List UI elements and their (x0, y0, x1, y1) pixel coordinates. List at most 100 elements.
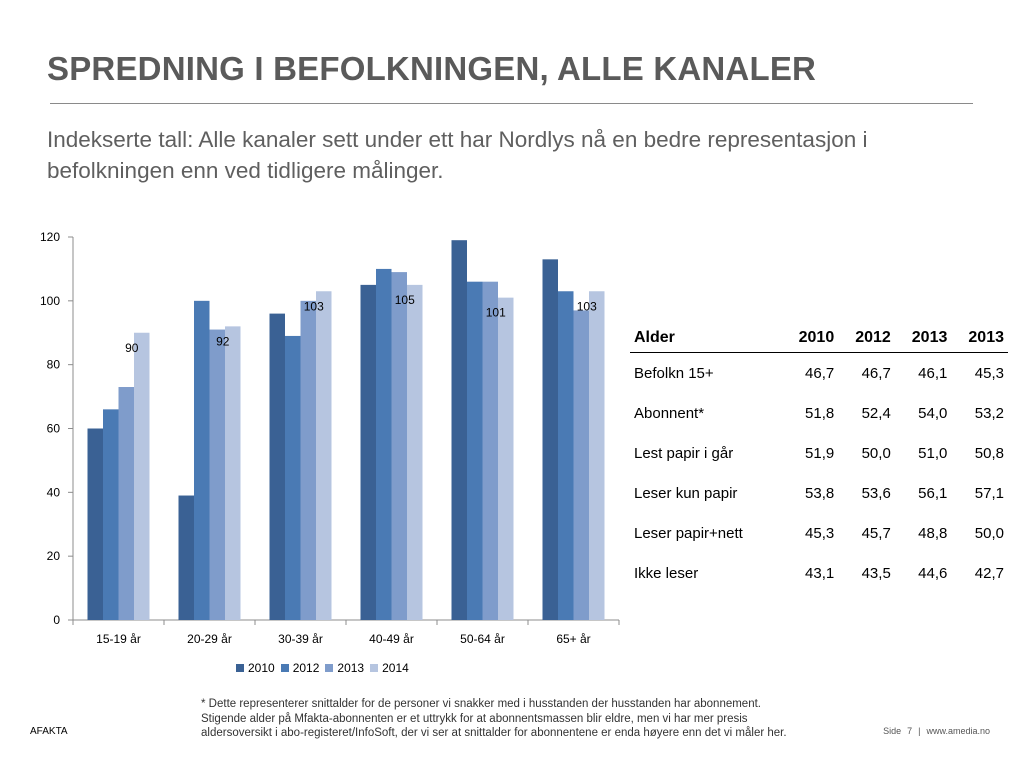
y-tick-label: 100 (40, 294, 60, 308)
page-label: Side (883, 726, 902, 736)
table-cell: 43,5 (861, 564, 891, 582)
bar (542, 259, 558, 620)
table-cell: 48,8 (918, 524, 948, 542)
legend-swatch (325, 664, 334, 672)
table-cell: 52,4 (861, 404, 891, 422)
bar (558, 291, 574, 620)
table-cell: 45,3 (974, 364, 1004, 382)
bar (391, 272, 407, 620)
y-tick-label: 60 (47, 422, 61, 436)
data-label: 90 (125, 341, 139, 355)
title-divider (50, 103, 973, 104)
x-tick-label: 65+ år (556, 632, 590, 646)
table-cell: 50,0 (974, 524, 1004, 542)
legend-swatch (370, 664, 379, 672)
column-header: 2010 (781, 324, 839, 353)
legend-label: 2013 (337, 661, 365, 675)
bar (178, 495, 194, 620)
bar (300, 300, 316, 620)
bar (482, 281, 498, 620)
bar (225, 326, 241, 620)
table-cell: 46,7 (861, 364, 891, 382)
legend-item: 2013 (325, 661, 364, 675)
table-row: Abonnent* 51,8 52,4 54,0 53,2 (630, 393, 1008, 433)
bar (103, 409, 119, 620)
bar (407, 284, 423, 620)
page-subtitle: Indekserte tall: Alle kanaler sett under… (47, 127, 868, 183)
column-header: Alder (630, 324, 782, 353)
table-cell: 53,8 (805, 484, 835, 502)
data-label: 92 (216, 334, 230, 348)
footer-site-link: www.amedia.no (926, 726, 990, 736)
row-label: Abonnent* (634, 404, 705, 422)
chart-legend: 2010 2012 2013 2014 (236, 660, 415, 676)
table-cell: 53,6 (861, 484, 891, 502)
legend-item: 2014 (370, 661, 409, 675)
footnote-line: Stigende alder på Mfakta-abonnenten er e… (201, 712, 748, 725)
legend-item: 2010 (236, 661, 275, 675)
row-label: Befolkn 15+ (634, 364, 714, 382)
bar (285, 335, 301, 620)
row-label: Ikke leser (634, 564, 699, 582)
y-tick-label: 0 (53, 613, 60, 627)
bar (134, 332, 150, 620)
row-label: Lest papir i går (634, 444, 734, 462)
x-tick-label: 40-49 år (369, 632, 414, 646)
data-label: 105 (395, 293, 415, 307)
legend-label: 2014 (382, 661, 409, 675)
data-label: 103 (577, 299, 597, 313)
column-header: 2012 (838, 324, 895, 353)
bar (573, 310, 589, 620)
table-cell: 57,1 (974, 484, 1004, 502)
table-cell: 51,8 (805, 404, 835, 422)
table-cell: 45,7 (861, 524, 891, 542)
y-tick-label: 120 (40, 230, 60, 244)
bar (467, 281, 483, 620)
bar (87, 428, 103, 620)
bar (451, 240, 467, 621)
table-header-row: Alder 2010 2012 2013 2013 (630, 324, 1008, 353)
table-row: Leser papir+nett 45,3 45,7 48,8 50,0 (630, 513, 1008, 553)
table-cell: 46,7 (805, 364, 835, 382)
data-label: 103 (304, 299, 324, 313)
table-cell: 50,0 (861, 444, 891, 462)
bar (194, 300, 210, 620)
bar (209, 329, 225, 620)
footer-page-info: Side 7 | www.amedia.no (883, 726, 990, 736)
y-tick-label: 20 (47, 549, 61, 563)
page-number: 7 (907, 726, 913, 736)
table-cell: 42,7 (974, 564, 1004, 582)
table-row: Befolkn 15+ 46,7 46,7 46,1 45,3 (630, 353, 1008, 394)
table-cell: 53,2 (974, 404, 1004, 422)
column-header: 2013 (894, 324, 952, 353)
bar-chart: 0 20 40 60 80 100 120 15-19 år 20-29 år 30-39 år 4… (40, 230, 620, 646)
footnote-line: * Dette representerer snittalder for de … (201, 698, 761, 710)
bar (269, 313, 285, 620)
legend-label: 2010 (248, 661, 275, 675)
x-tick-label: 20-29 år (187, 632, 232, 646)
table-cell: 44,6 (918, 564, 948, 582)
legend-label: 2012 (292, 661, 320, 675)
table-row: Ikke leser 43,1 43,5 44,6 42,7 (630, 553, 1008, 593)
bar (376, 268, 392, 620)
y-tick-label: 40 (47, 485, 61, 499)
data-label: 101 (486, 306, 506, 320)
footer-separator: | (918, 726, 921, 736)
bar (498, 297, 514, 620)
x-tick-label: 30-39 år (278, 632, 323, 646)
age-table: Alder 2010 2012 2013 2013 Befolkn 15+ 46… (630, 324, 1008, 593)
table-cell: 51,9 (805, 444, 835, 462)
bar (589, 291, 605, 620)
bar (316, 291, 332, 620)
table-cell: 43,1 (805, 564, 835, 582)
bar (360, 284, 376, 620)
table-row: Leser kun papir 53,8 53,6 56,1 57,1 (630, 473, 1008, 513)
y-tick-label: 80 (47, 358, 61, 372)
x-tick-label: 15-19 år (96, 632, 141, 646)
table-cell: 56,1 (918, 484, 948, 502)
page-title: SPREDNING I BEFOLKNINGEN, ALLE KANALER (47, 50, 817, 87)
legend-item: 2012 (280, 661, 320, 675)
row-label: Leser kun papir (634, 484, 738, 502)
footnote-line: aldersoversikt i abo-registeret/InfoSoft… (201, 727, 787, 739)
row-label: Leser papir+nett (634, 524, 743, 542)
